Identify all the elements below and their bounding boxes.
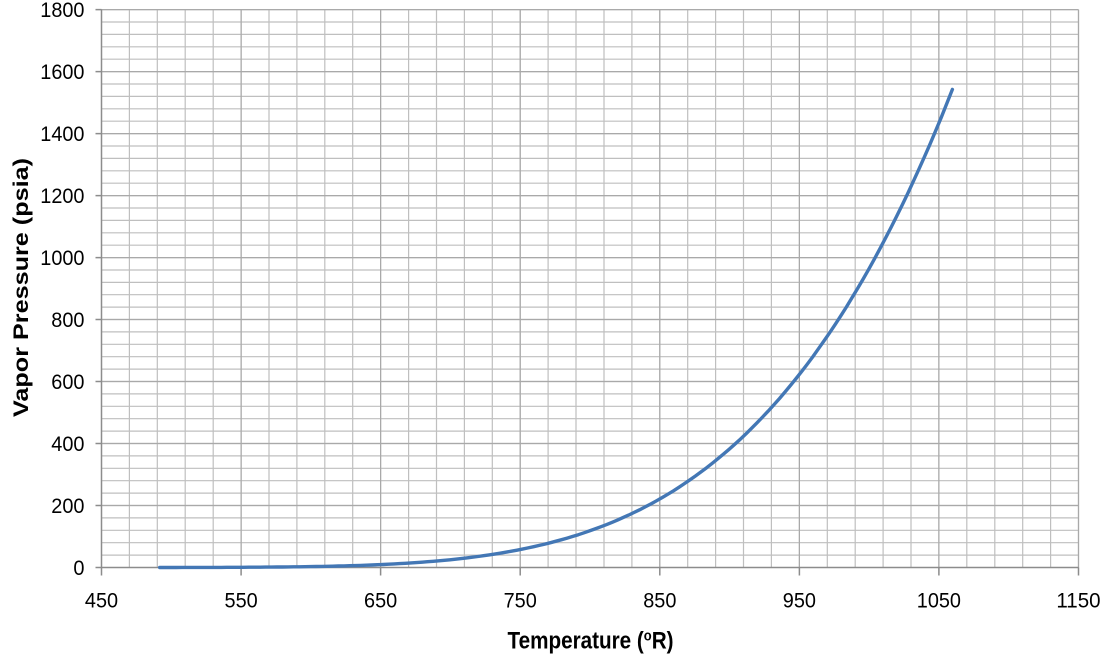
svg-text:1200: 1200 xyxy=(40,184,84,208)
svg-text:200: 200 xyxy=(51,494,84,518)
svg-text:650: 650 xyxy=(364,589,397,613)
svg-text:850: 850 xyxy=(643,589,676,613)
svg-text:950: 950 xyxy=(783,589,816,613)
svg-text:Vapor Pressure (psia): Vapor Pressure (psia) xyxy=(10,158,33,417)
svg-text:Temperature (oR): Temperature (oR) xyxy=(508,628,674,655)
svg-text:1000: 1000 xyxy=(40,246,84,270)
svg-text:600: 600 xyxy=(51,370,84,394)
svg-text:1150: 1150 xyxy=(1056,589,1100,613)
svg-text:1400: 1400 xyxy=(40,122,84,146)
svg-text:550: 550 xyxy=(225,589,258,613)
svg-text:800: 800 xyxy=(51,308,84,332)
svg-text:450: 450 xyxy=(85,589,118,613)
svg-text:1050: 1050 xyxy=(917,589,961,613)
svg-text:0: 0 xyxy=(73,556,84,580)
svg-text:1800: 1800 xyxy=(40,0,84,22)
svg-text:750: 750 xyxy=(504,589,537,613)
svg-text:400: 400 xyxy=(51,432,84,456)
svg-text:1600: 1600 xyxy=(40,60,84,84)
